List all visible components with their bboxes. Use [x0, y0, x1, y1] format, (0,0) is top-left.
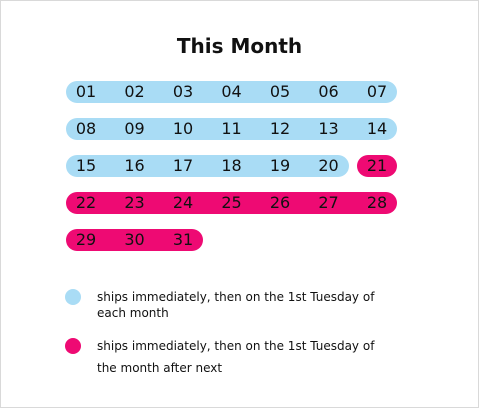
legend-text-immediate: ships immediately, then on the 1st Tuesd… [97, 287, 407, 323]
day-cell: 27 [318, 193, 339, 212]
day-cell: 19 [269, 156, 291, 175]
day-cell: 09 [124, 119, 145, 138]
legend-dot-immediate [65, 289, 81, 305]
legend-immediate-line1: ships immediately, then on the 1st Tuesd… [97, 290, 375, 304]
day-cell: 06 [318, 82, 339, 101]
day-cell: 12 [269, 119, 291, 138]
day-cell: 05 [269, 82, 291, 101]
day-cell: 01 [75, 82, 97, 101]
day-cell: 29 [75, 230, 97, 249]
legend-immediate-line2: each month [97, 306, 169, 320]
day-cell: 07 [366, 82, 388, 101]
day-cell: 02 [124, 82, 145, 101]
week-row-1-immediate: 01 02 03 04 05 06 07 [66, 81, 397, 103]
day-cell: 03 [172, 82, 194, 101]
legend-next-line1: ships immediately, then on the 1st Tuesd… [97, 339, 375, 353]
week-row-3-next: 21 [357, 155, 397, 177]
day-cell: 13 [318, 119, 339, 138]
day-cell: 14 [366, 119, 388, 138]
day-cell: 21 [366, 156, 388, 175]
calendar-title: This Month [176, 34, 303, 58]
week-row-3-immediate: 15 16 17 18 19 20 [66, 155, 349, 177]
legend-text-next: ships immediately, then on the 1st Tuesd… [97, 336, 407, 378]
legend-dot-next [65, 338, 81, 354]
legend-next-line2: the month after next [97, 361, 223, 375]
day-cell: 16 [124, 156, 145, 175]
day-cell: 04 [221, 82, 242, 101]
day-cell: 25 [221, 193, 242, 212]
day-cell: 10 [172, 119, 194, 138]
day-cell: 08 [75, 119, 97, 138]
day-cell: 31 [172, 230, 194, 249]
day-cell: 30 [124, 230, 145, 249]
day-cell: 18 [221, 156, 242, 175]
week-row-2-immediate: 08 09 10 11 12 13 14 [66, 118, 397, 140]
day-cell: 11 [221, 119, 242, 138]
week-row-5-next: 29 30 31 [66, 229, 203, 251]
week-row-4-next: 22 23 24 25 26 27 28 [66, 192, 397, 214]
day-cell: 28 [366, 193, 388, 212]
day-cell: 23 [124, 193, 145, 212]
day-cell: 26 [269, 193, 291, 212]
day-cell: 24 [172, 193, 194, 212]
day-cell: 22 [75, 193, 97, 212]
day-cell: 20 [318, 156, 339, 175]
day-cell: 17 [172, 156, 194, 175]
day-cell: 15 [75, 156, 97, 175]
